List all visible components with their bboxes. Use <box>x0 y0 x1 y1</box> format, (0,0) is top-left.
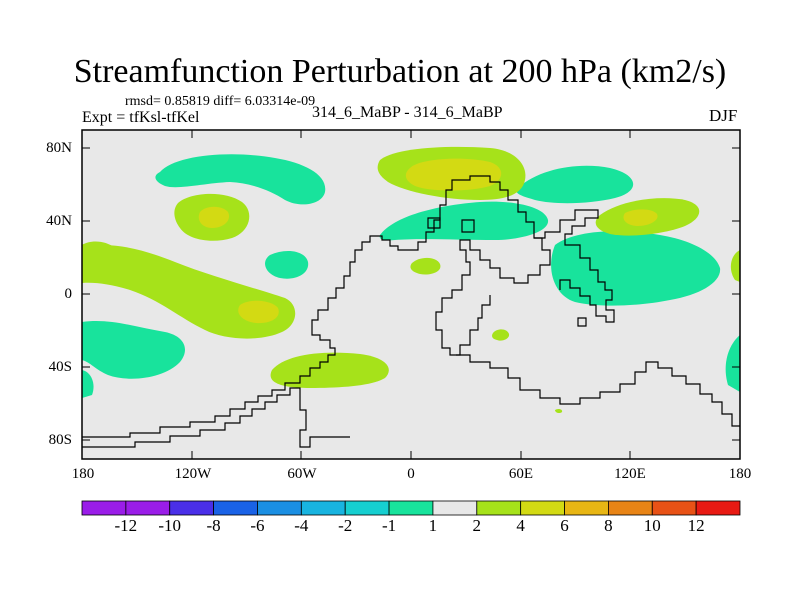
coastlines <box>82 175 740 448</box>
coast-australia-antarctic <box>456 354 740 427</box>
x-tick-0: 0 <box>407 466 415 482</box>
colorbar-label: -8 <box>206 516 221 535</box>
colorbar-label: 6 <box>560 516 569 535</box>
contour-neg-east-big <box>551 231 721 306</box>
contour-neg-west-small <box>265 250 309 279</box>
coast-africa-europe <box>404 175 551 356</box>
colorbar-label: -1 <box>381 516 397 535</box>
contour-neg-west-edge <box>82 370 94 398</box>
coast-south-america-inner <box>82 387 350 448</box>
contour-core-north-atl <box>405 158 502 191</box>
colorbar <box>81 500 741 516</box>
colorbar-label: 1 <box>428 516 438 535</box>
x-tick-60w: 60W <box>287 466 317 482</box>
case-label: 314_6_MaBP - 314_6_MaBP <box>312 104 503 121</box>
y-tick-80n: 80N <box>46 140 72 156</box>
experiment-label: Expt = tfKsl-tfKel <box>82 109 200 126</box>
x-tick-180e: 180 <box>728 466 752 482</box>
x-ticks <box>191 130 631 459</box>
colorbar-label: 4 <box>516 516 525 535</box>
colorbar-label: -2 <box>338 516 353 535</box>
colorbar-box <box>213 500 258 516</box>
colorbar-box <box>564 500 609 516</box>
colorbar-label: -12 <box>114 516 138 535</box>
y-tick-40n: 40N <box>46 213 72 229</box>
colorbar-label: 12 <box>687 516 705 535</box>
x-tick-120e: 120E <box>614 466 646 482</box>
contour-core-west-band <box>238 300 279 324</box>
colorbar-box <box>257 500 302 516</box>
colorbar-box <box>125 500 171 516</box>
colorbar-box <box>520 500 565 516</box>
colorbar-box <box>300 500 346 516</box>
contour-pos-africa <box>410 257 441 275</box>
colorbar-label: 8 <box>604 516 613 535</box>
contour-neg-nw-arc <box>155 154 326 205</box>
y-tick-40s: 40S <box>48 359 72 375</box>
coast-asia <box>534 209 615 323</box>
contour-neg-east-edge <box>725 335 740 392</box>
colorbar-box <box>344 500 390 516</box>
season-label: DJF <box>709 106 738 125</box>
y-ticks <box>82 147 740 441</box>
y-tick-0: 0 <box>64 286 73 302</box>
negative-contours <box>82 154 740 398</box>
colorbar-label: -10 <box>158 516 182 535</box>
colorbar-box <box>695 500 741 516</box>
x-tick-120w: 120W <box>174 466 212 482</box>
colorbar-label: -4 <box>294 516 309 535</box>
coast-islands <box>427 217 587 327</box>
contour-core-east <box>623 209 658 226</box>
map-title: Streamfunction Perturbation at 200 hPa (… <box>73 53 727 90</box>
x-tick-180w: 180 <box>71 466 95 482</box>
contour-core-nw <box>198 206 230 228</box>
colorbar-box <box>81 500 127 516</box>
colorbar-box <box>476 500 522 516</box>
contour-neg-southwest <box>82 321 185 379</box>
inner-contours <box>198 158 658 324</box>
colorbar-label: 2 <box>472 516 482 535</box>
coast-americas <box>82 235 404 438</box>
contour-neg-east-central <box>516 165 634 204</box>
y-tick-80s: 80S <box>48 432 72 448</box>
colorbar-box <box>432 500 478 516</box>
colorbar-box <box>651 500 697 516</box>
colorbar-box <box>169 500 215 516</box>
contour-fields <box>82 146 740 414</box>
contour-neg-europe <box>379 201 549 241</box>
colorbar-box <box>388 500 434 516</box>
stats-line: rmsd= 0.85819 diff= 6.03314e-09 <box>125 94 316 109</box>
colorbar-label: 10 <box>643 516 661 535</box>
contour-pos-indian-small <box>492 329 510 341</box>
contour-pos-tiny <box>555 408 563 414</box>
contour-pos-east-edge <box>730 250 740 282</box>
colorbar-box <box>608 500 653 516</box>
x-tick-60e: 60E <box>508 466 534 482</box>
colorbar-label: -6 <box>250 516 265 535</box>
